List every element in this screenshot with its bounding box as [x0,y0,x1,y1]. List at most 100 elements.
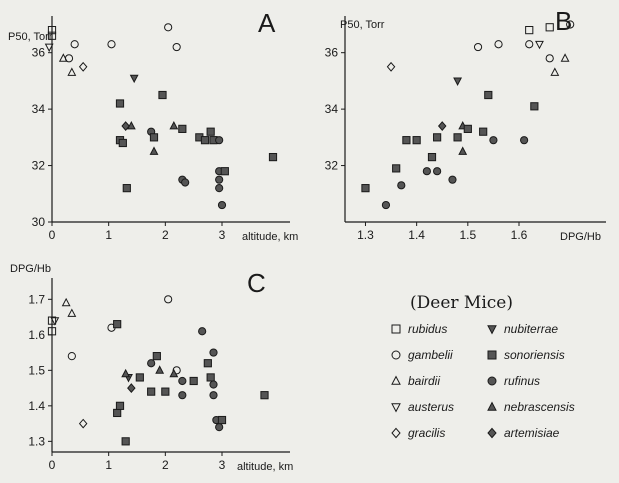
y-tick-label: 32 [325,159,339,173]
point-rufinus [178,391,187,400]
point-gambelii [107,40,116,49]
point-nebrascensis [155,365,165,374]
point-sonoriensis [206,373,215,382]
point-rufinus [209,348,218,357]
panel-b: 1.3 1.4 1.5 1.6 32 34 36 P50, Torr DPG/Hb B [325,6,606,243]
point-rufinus [181,178,190,187]
point-gambelii [67,352,76,361]
legend-marker-bairdii [391,375,401,385]
legend-title: (Deer Mice) [410,293,513,313]
y-tick-label: 34 [32,102,46,116]
point-rufinus [215,423,224,432]
point-sonoriensis [200,136,210,145]
point-rufinus [209,380,218,389]
point-sonoriensis [152,352,161,361]
point-rubidus [47,327,57,336]
point-rufinus [215,184,224,193]
x-tick-label: 3 [219,458,226,472]
x-tick-label: 3 [219,228,226,242]
point-bairdii [67,67,77,76]
point-rufinus [147,359,156,368]
point-artemisiae [127,383,136,393]
legend-label-nubiterrae: nubiterrae [504,322,558,336]
point-sonoriensis [260,391,269,400]
x-tick-label: 2 [162,458,169,472]
y-tick-label: 36 [32,46,46,60]
point-sonoriensis [479,127,488,136]
y-tick-label: 34 [325,102,339,116]
point-sonoriensis [135,373,144,382]
legend-label-rubidus: rubidus [408,322,447,336]
point-rubidus [545,23,554,32]
y-tick-label: 1.3 [28,434,45,448]
panel-letter: C [247,268,266,298]
x-tick-label: 1.6 [511,228,528,242]
legend: (Deer Mice) rubidus gambelii bairdii auster… [391,293,575,440]
point-artemisiae [437,121,447,131]
x-axis-title: altitude, km [242,231,298,243]
y-tick-label: 32 [32,159,46,173]
point-gambelii [64,54,74,63]
point-sonoriensis [427,152,437,162]
x-axis-title: DPG/Hb [560,231,601,243]
point-sonoriensis [178,124,187,133]
point-sonoriensis [121,437,130,446]
point-sonoriensis [433,133,442,142]
point-rufinus [217,200,227,210]
legend-label-gambelii: gambelii [408,348,453,362]
point-sonoriensis [217,415,227,425]
legend-items: rubidus gambelii bairdii austerus gracilis nu… [391,322,575,440]
point-sonoriensis [453,133,462,142]
point-nebrascensis [121,368,131,378]
y-axis-title: P50, Torr [8,31,53,43]
point-nebrascensis [458,146,468,155]
point-austerus [50,317,60,326]
point-bairdii [550,67,560,76]
point-sonoriensis [118,138,127,148]
y-axis-title: DPG/Hb [10,263,51,275]
x-axis-title: altitude, km [237,461,293,473]
point-austerus [535,40,544,50]
point-sonoriensis [113,320,122,329]
legend-label-austerus: austerus [408,400,454,414]
point-sonoriensis [402,136,411,145]
x-tick-label: 1.5 [459,228,476,242]
point-sonoriensis [147,387,156,396]
point-rufinus [448,175,457,184]
legend-marker-artemisiae [487,427,497,439]
point-nebrascensis [169,121,179,130]
point-sonoriensis [268,152,278,162]
point-rufinus [381,200,391,210]
point-rubidus [47,316,57,325]
x-tick-label: 0 [49,458,56,472]
legend-label-gracilis: gracilis [408,426,445,440]
point-gambelii [494,40,503,49]
point-gambelii [172,42,181,52]
point-sonoriensis [189,376,198,386]
y-axis-title: P50, Torr [340,19,385,31]
point-rufinus [215,175,224,184]
point-sonoriensis [463,124,472,133]
point-rufinus [209,391,218,400]
point-gracilis [78,418,88,429]
point-rufinus [198,327,207,336]
legend-marker-nebrascensis [487,401,497,411]
legend-label-bairdii: bairdii [408,374,440,388]
point-rufinus [178,376,187,386]
point-rubidus [47,26,57,35]
point-rubidus [525,26,534,35]
point-sonoriensis [115,401,125,410]
legend-marker-sonoriensis [487,350,497,360]
panel-c: 0 1 2 3 1.3 1.4 1.5 1.6 1.7 DPG/Hb altitude, km C [10,263,293,473]
panel-letter: B [555,6,572,36]
y-tick-label: 1.5 [28,363,45,377]
legend-label-nebrascensis: nebrascensis [504,400,575,414]
x-tick-label: 1.3 [357,228,374,242]
point-gracilis [386,61,396,72]
point-sonoriensis [530,102,539,111]
point-nubiterrae [453,77,463,86]
legend-marker-gracilis [391,427,401,439]
legend-marker-nubiterrae [487,325,497,335]
x-tick-label: 1.4 [408,228,425,242]
point-nebrascensis [149,146,159,155]
